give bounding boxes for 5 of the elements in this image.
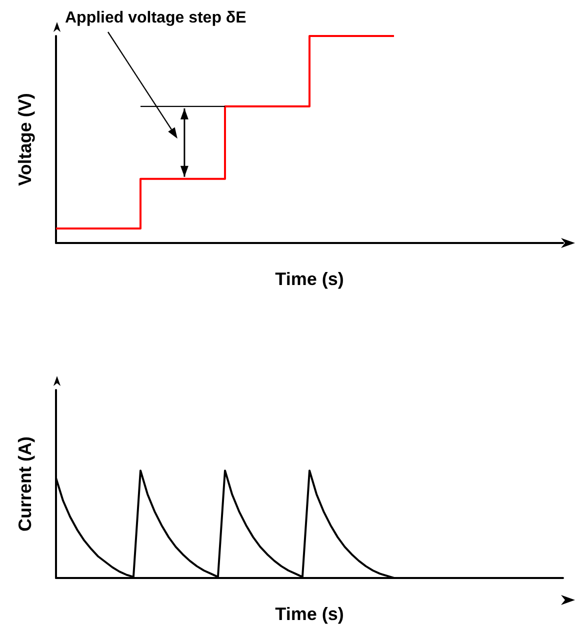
text: Applied voltage step δE bbox=[65, 10, 247, 26]
x-axis-title: Time (s) bbox=[275, 269, 344, 289]
y-axis-title: Current (A) bbox=[15, 436, 35, 532]
x-axis-title: Time (s) bbox=[275, 604, 344, 624]
y-axis-title: Voltage (V) bbox=[15, 93, 35, 186]
